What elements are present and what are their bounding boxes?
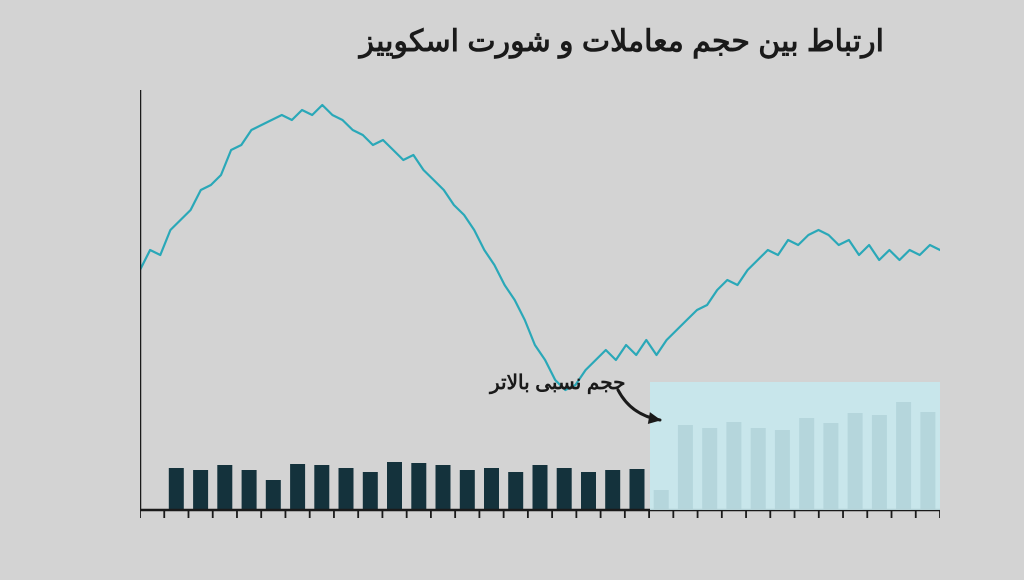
highlight-region — [650, 382, 940, 510]
chart-title-text: ارتباط بین حجم معاملات و شورت اسکوییز — [360, 25, 884, 58]
annotation-arrow — [608, 380, 680, 440]
chart-title: ارتباط بین حجم معاملات و شورت اسکوییز — [140, 24, 884, 59]
annotation-label: حجم نسبی بالاتر — [490, 370, 625, 395]
chart-area: حجم نسبی بالاتر — [140, 90, 940, 510]
annotation-text: حجم نسبی بالاتر — [490, 372, 625, 394]
